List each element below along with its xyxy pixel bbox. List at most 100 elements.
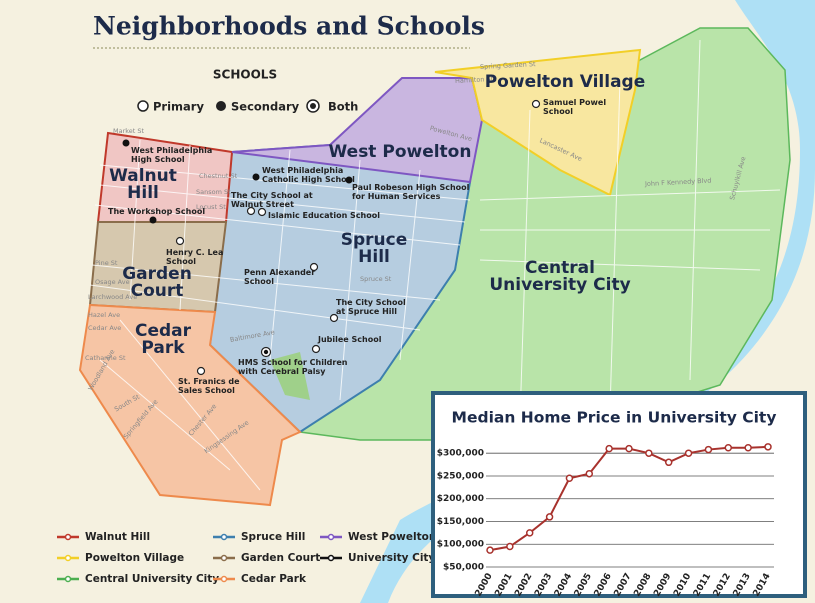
legend-label: Central University City bbox=[85, 573, 219, 585]
street-label: Hamilton St bbox=[455, 75, 494, 85]
school-label-line: for Human Services bbox=[352, 192, 441, 201]
legend-swatch-dot bbox=[64, 554, 72, 562]
neighborhood-label-line: West Powelton bbox=[329, 142, 472, 162]
neighborhood-label-line: Walnut bbox=[109, 166, 177, 186]
legend-label: Spruce Hill bbox=[241, 531, 305, 543]
legend-swatch-dot bbox=[327, 533, 335, 541]
school-label: West Philadelphia Catholic High School bbox=[262, 166, 355, 184]
data-point bbox=[545, 513, 554, 521]
neighborhood-label: Walnut Hill bbox=[109, 166, 177, 203]
neighborhood-label-line: Park bbox=[141, 338, 185, 358]
neighborhood-label: Spruce Hill bbox=[341, 230, 408, 267]
school-secondary bbox=[149, 216, 157, 224]
neighborhood-label: Central University City bbox=[489, 258, 630, 295]
neighborhood-label-line: Spruce bbox=[341, 230, 408, 250]
chart-title: Median Home Price in University City bbox=[452, 409, 777, 427]
river bbox=[360, 0, 815, 603]
neighborhood-label-line: Court bbox=[131, 281, 184, 301]
street-label: Spring Garden St bbox=[480, 60, 536, 71]
school-secondary bbox=[345, 176, 353, 184]
neighborhood-label-line: Hill bbox=[358, 247, 390, 267]
neighborhood-label: West Powelton bbox=[329, 142, 472, 162]
school-label-line: High School bbox=[131, 155, 185, 164]
y-tick-label: $50,000 bbox=[443, 563, 484, 573]
data-point bbox=[664, 458, 673, 467]
data-point bbox=[525, 529, 534, 537]
school-primary bbox=[175, 236, 185, 246]
street-label: Catharine St bbox=[85, 354, 126, 362]
school-label-line: Penn Alexander bbox=[244, 268, 315, 277]
school-label-line: School bbox=[244, 277, 274, 286]
school-label-line: School bbox=[166, 257, 196, 266]
street-label: Locust St bbox=[196, 203, 226, 211]
school-primary bbox=[311, 344, 321, 354]
street-label: John F Kennedy Blvd bbox=[644, 177, 712, 189]
school-label: HMS School for Children with Cerebral Pal… bbox=[238, 358, 348, 376]
chart-frame bbox=[431, 391, 807, 598]
street-label: Cedar Ave bbox=[88, 324, 121, 332]
street-label: Sansom St bbox=[196, 188, 231, 196]
park bbox=[270, 352, 310, 400]
school-primary bbox=[309, 262, 319, 272]
legend-swatch-dot bbox=[220, 554, 228, 562]
legend-label: West Powelton bbox=[348, 531, 436, 543]
school-label-line: with Cerebral Palsy bbox=[238, 367, 326, 376]
data-point bbox=[645, 449, 653, 457]
school-label-line: HMS School for Children bbox=[238, 358, 348, 367]
school-label-line: Walnut Street bbox=[231, 200, 294, 209]
street-grid bbox=[89, 39, 781, 491]
y-tick-label: $300,000 bbox=[437, 449, 484, 459]
legend-label: University City bbox=[348, 552, 435, 564]
legend-swatch-dot bbox=[220, 575, 228, 583]
data-point bbox=[486, 546, 494, 554]
neighborhood-label-line: Garden bbox=[122, 264, 192, 284]
school-label-line: St. Franics de bbox=[178, 377, 240, 386]
school-primary bbox=[257, 207, 267, 217]
data-point bbox=[684, 449, 693, 457]
school-primary bbox=[246, 206, 256, 216]
primary-icon bbox=[137, 100, 149, 112]
school-label-line: Samuel Powel bbox=[543, 98, 606, 107]
legend-swatch-dot bbox=[64, 575, 72, 583]
legend-label: Cedar Park bbox=[241, 573, 307, 585]
secondary-icon bbox=[216, 101, 226, 111]
data-point bbox=[764, 443, 772, 451]
y-tick-label: $150,000 bbox=[437, 517, 484, 527]
school-primary bbox=[329, 313, 339, 323]
neighborhood-label-line: University City bbox=[489, 275, 630, 295]
data-point bbox=[724, 443, 733, 452]
neighborhood-label: Powelton Village bbox=[485, 72, 646, 92]
street-label: Pine St bbox=[95, 259, 118, 267]
school-primary bbox=[531, 99, 541, 109]
school-label: The City School at Walnut Street bbox=[231, 191, 313, 209]
school-label-line: West Philadelphia bbox=[131, 146, 212, 155]
legend-both: Both bbox=[328, 100, 358, 114]
school-label-line: Paul Robeson High School bbox=[352, 183, 470, 192]
school-label: Penn Alexander School bbox=[244, 268, 315, 286]
neighborhood-label-line: Powelton Village bbox=[485, 72, 646, 92]
school-label: Henry C. Lea School bbox=[166, 248, 223, 266]
school-label-line: Catholic High School bbox=[262, 175, 355, 184]
school-label-line: Jubilee School bbox=[317, 335, 382, 344]
school-label-line: West Philadelphia bbox=[262, 166, 343, 175]
school-label-line: Islamic Education School bbox=[268, 211, 380, 220]
data-point bbox=[704, 445, 713, 454]
school-label: The City School at Spruce Hill bbox=[336, 298, 406, 316]
school-both-core bbox=[263, 349, 269, 355]
school-label-line: School bbox=[543, 107, 573, 116]
data-point bbox=[625, 444, 633, 453]
legend-label: Garden Court bbox=[241, 552, 320, 564]
y-tick-label: $250,000 bbox=[437, 471, 484, 481]
school-label-line: The City School bbox=[336, 298, 406, 307]
legend-primary: Primary bbox=[153, 100, 204, 114]
data-point bbox=[565, 474, 574, 482]
data-point bbox=[744, 443, 752, 452]
school-label: Jubilee School bbox=[317, 335, 382, 344]
school-label: The Workshop School bbox=[108, 207, 205, 216]
data-point bbox=[605, 444, 613, 453]
title: Neighborhoods and Schools bbox=[93, 12, 485, 41]
neighborhood-label: Cedar Park bbox=[135, 321, 192, 358]
